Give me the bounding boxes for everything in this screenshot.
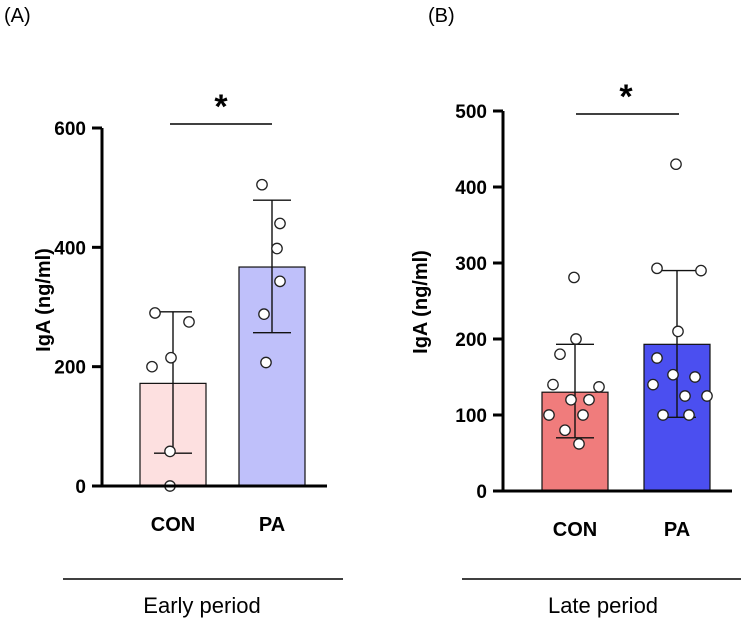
category-label-pa: PA [664, 519, 690, 541]
category-label-pa: PA [259, 514, 285, 536]
data-point [679, 390, 691, 402]
data-point [258, 308, 270, 321]
data-point [256, 178, 268, 191]
y-tick-label: 400 [54, 238, 86, 259]
data-point [683, 409, 695, 421]
y-axis-label: IgA (ng/ml) [410, 250, 432, 354]
y-tick-label: 300 [455, 254, 487, 275]
category-label-con: CON [151, 514, 195, 536]
y-tick-label: 200 [54, 358, 86, 379]
data-point [657, 409, 669, 421]
data-point [547, 378, 559, 391]
data-point [573, 438, 585, 450]
data-point [651, 262, 663, 275]
period-label: Early period [143, 593, 260, 618]
y-tick-label: 200 [455, 330, 487, 351]
category-label-con: CON [553, 519, 597, 541]
data-point [568, 271, 580, 284]
data-point [543, 409, 555, 421]
data-point [695, 264, 707, 277]
data-point [593, 381, 605, 393]
data-point [672, 325, 684, 338]
y-tick-label: 100 [455, 406, 487, 427]
y-tick-label: 0 [75, 477, 86, 498]
data-point [583, 393, 595, 406]
data-point [260, 356, 272, 369]
data-point [565, 393, 577, 406]
y-tick-label: 600 [54, 119, 86, 140]
data-point [149, 307, 161, 319]
data-point [651, 352, 663, 364]
error-bar-pa [253, 199, 291, 334]
data-point [689, 371, 701, 383]
data-point [701, 390, 713, 402]
panel-a: (A) IgA (ng/ml) CON PA 0 200 400 600 * Early peri… [4, 5, 343, 618]
data-point [274, 275, 286, 288]
significance-marker: * [214, 88, 228, 126]
data-point [164, 445, 176, 458]
period-label: Late period [548, 593, 658, 618]
significance-marker: * [619, 78, 633, 116]
data-point [271, 242, 283, 255]
y-axis-label: IgA (ng/ml) [33, 248, 55, 352]
data-point [577, 409, 589, 421]
panel-label: (A) [4, 5, 31, 27]
data-point [183, 316, 195, 328]
panel-label: (B) [428, 5, 455, 27]
data-point [647, 378, 659, 391]
data-point [570, 333, 582, 345]
y-tick-label: 500 [455, 102, 487, 123]
y-tick-label: 400 [455, 178, 487, 199]
data-point [670, 158, 682, 171]
data-point [559, 424, 571, 437]
data-point [274, 217, 286, 230]
data-point [165, 351, 177, 364]
data-point [667, 368, 679, 381]
data-point [146, 360, 158, 373]
data-point [554, 348, 566, 361]
panel-b: (B) IgA (ng/ml) CON PA 0 100 200 300 400 500 * Late… [410, 5, 741, 618]
y-tick-label: 0 [476, 482, 487, 503]
